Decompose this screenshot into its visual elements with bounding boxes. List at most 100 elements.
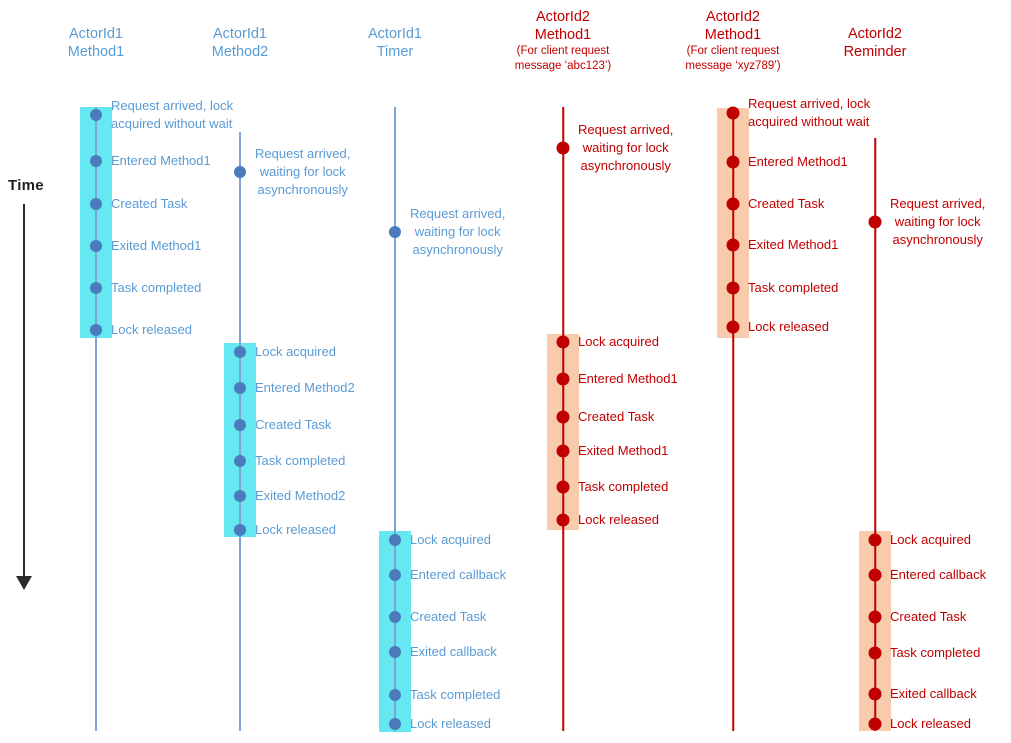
event-label-line: Exited Method1 <box>111 238 202 253</box>
event-label-line: Lock acquired <box>410 532 491 547</box>
lifeline <box>732 107 734 731</box>
event-label: Exited Method1 <box>578 442 668 460</box>
lifeline <box>874 138 876 731</box>
time-axis-arrowhead-icon <box>16 576 32 590</box>
event-dot <box>389 646 401 658</box>
event-label: Created Task <box>890 608 966 626</box>
event-dot <box>868 533 882 547</box>
lane-header: ActorId1 Method2 <box>212 25 268 61</box>
event-dot <box>389 689 401 701</box>
event-dot <box>234 490 246 502</box>
event-label: Entered Method2 <box>255 379 355 397</box>
event-dot <box>556 410 570 424</box>
event-label: Lock acquired <box>410 531 491 549</box>
event-label-line: Lock released <box>890 716 971 731</box>
event-label: Entered Method1 <box>111 152 211 170</box>
lane-header: ActorId1 Timer <box>368 25 422 61</box>
lane-header-line: Method1 <box>534 27 592 43</box>
event-label-line: asynchronously <box>412 242 503 257</box>
event-label: Entered callback <box>410 566 506 584</box>
event-label: Request arrived, waiting for lock asynchro… <box>578 121 673 175</box>
event-dot <box>234 455 246 467</box>
lane-subheader-line: message ‘xyz789’) <box>685 60 781 72</box>
event-dot <box>726 320 740 334</box>
event-label: Entered Method1 <box>748 153 848 171</box>
event-label: Lock released <box>578 511 659 529</box>
lane-header: ActorId2 Method1 (For client request messag… <box>515 8 612 74</box>
event-label-line: Request arrived, <box>410 206 506 221</box>
event-label-line: Entered Method1 <box>578 371 678 386</box>
event-dot <box>234 419 246 431</box>
event-label: Exited callback <box>410 643 497 661</box>
event-label: Created Task <box>578 408 654 426</box>
lane-header-line: Method2 <box>211 44 269 60</box>
event-dot <box>234 382 246 394</box>
event-label: Entered callback <box>890 566 986 584</box>
event-label: Lock released <box>111 321 192 339</box>
event-label: Request arrived, lock acquired without wa… <box>748 95 870 131</box>
event-label-line: Lock released <box>410 716 491 731</box>
event-label: Created Task <box>410 608 486 626</box>
event-label-line: Exited Method1 <box>748 237 839 252</box>
event-label: Entered Method1 <box>578 370 678 388</box>
event-dot <box>556 480 570 494</box>
event-label-line: Lock released <box>111 322 192 337</box>
event-label: Task completed <box>111 279 201 297</box>
lane-header-line: Timer <box>376 44 414 60</box>
event-label-line: Created Task <box>748 196 825 211</box>
event-label: Exited Method1 <box>111 237 201 255</box>
event-label: Lock released <box>410 715 491 733</box>
event-label-line: Lock acquired <box>890 532 971 547</box>
event-label-line: Created Task <box>111 196 188 211</box>
lane-header-line: Reminder <box>843 44 907 60</box>
lane-subheader-line: message ‘abc123’) <box>514 60 612 72</box>
event-label: Exited Method1 <box>748 236 838 254</box>
event-dot <box>234 166 246 178</box>
event-dot <box>90 324 102 336</box>
event-label: Request arrived, waiting for lock asynchro… <box>410 205 505 259</box>
event-label-line: Task completed <box>410 687 501 702</box>
event-label-line: asynchronously <box>580 158 671 173</box>
event-label-line: Entered Method1 <box>111 153 211 168</box>
event-dot <box>389 534 401 546</box>
event-dot <box>726 155 740 169</box>
event-label-line: Created Task <box>410 609 487 624</box>
event-label-line: Request arrived, lock <box>111 98 234 113</box>
event-label-line: Exited callback <box>410 644 497 659</box>
event-label: Lock released <box>748 318 829 336</box>
lane-header-line: Method1 <box>704 27 762 43</box>
event-label-line: Exited Method1 <box>578 443 669 458</box>
event-dot <box>726 281 740 295</box>
event-label: Request arrived, waiting for lock asynchro… <box>255 145 350 199</box>
lane-header-line: ActorId1 <box>213 26 267 42</box>
event-dot <box>868 717 882 731</box>
lane-header-line: ActorId2 <box>705 9 760 25</box>
event-label: Task completed <box>255 452 345 470</box>
time-axis-label: Time <box>8 177 44 194</box>
event-dot <box>90 198 102 210</box>
event-label: Request arrived, lock acquired without wa… <box>111 97 233 133</box>
lane-header-line: ActorId2 <box>536 9 590 25</box>
event-dot <box>90 282 102 294</box>
event-label: Task completed <box>410 686 500 704</box>
event-label-line: Lock acquired <box>255 344 336 359</box>
event-label: Task completed <box>578 478 668 496</box>
lane-subheader-line: (For client request <box>686 45 780 57</box>
event-label-line: Request arrived, lock <box>748 96 871 111</box>
event-label-line: Lock released <box>578 512 659 527</box>
event-label-line: Task completed <box>578 479 669 494</box>
lane-header-line: ActorId2 <box>847 26 902 42</box>
event-label-line: Created Task <box>578 409 655 424</box>
event-dot <box>868 646 882 660</box>
event-dot <box>556 141 570 155</box>
event-label: Lock acquired <box>890 531 971 549</box>
event-dot <box>90 109 102 121</box>
event-dot <box>90 155 102 167</box>
event-label-line: asynchronously <box>257 182 348 197</box>
event-label-line: Entered callback <box>410 567 507 582</box>
event-label-line: asynchronously <box>892 232 983 247</box>
event-dot <box>868 610 882 624</box>
event-label-line: waiting for lock <box>894 214 981 229</box>
event-label-line: Lock acquired <box>578 334 659 349</box>
